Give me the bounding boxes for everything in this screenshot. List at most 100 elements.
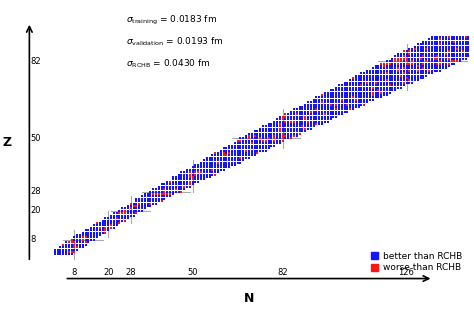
Point (175, 172, 182, 177)
Point (293, 114, 301, 119)
Point (113, 218, 120, 223)
Point (437, 37, 444, 42)
Point (256, 129, 264, 134)
Point (321, 92, 328, 97)
Point (71, 242, 78, 247)
Point (383, 92, 391, 97)
Point (358, 88, 365, 93)
Point (65, 247, 73, 252)
Point (186, 175, 193, 180)
Point (316, 109, 323, 114)
Point (200, 165, 208, 170)
Point (414, 73, 421, 78)
Point (296, 119, 303, 124)
Point (178, 180, 185, 184)
Point (276, 131, 283, 136)
Point (335, 92, 343, 97)
Text: $\sigma_{\rm RCHB}$ = 0.0430 fm: $\sigma_{\rm RCHB}$ = 0.0430 fm (126, 57, 210, 70)
Point (276, 141, 283, 146)
Point (101, 225, 109, 230)
Point (268, 131, 275, 136)
Point (394, 85, 402, 90)
Point (273, 116, 281, 121)
Point (96, 228, 103, 233)
Point (316, 100, 323, 105)
Point (394, 83, 402, 88)
Point (206, 163, 213, 167)
Point (439, 66, 447, 71)
Point (383, 66, 391, 71)
Point (462, 39, 469, 44)
Point (456, 59, 464, 64)
Point (380, 63, 388, 68)
Point (344, 92, 351, 97)
Point (425, 47, 433, 52)
Point (361, 92, 368, 97)
Point (91, 223, 98, 228)
Point (439, 51, 447, 56)
Point (136, 196, 143, 201)
Point (355, 95, 363, 100)
Point (456, 47, 464, 52)
Point (431, 54, 438, 59)
Point (304, 124, 312, 129)
Point (377, 95, 385, 100)
Point (327, 90, 334, 95)
Point (203, 170, 210, 175)
Point (316, 97, 323, 102)
Point (425, 59, 433, 64)
Point (400, 78, 408, 83)
Point (265, 121, 273, 126)
Point (437, 68, 444, 73)
Point (383, 90, 391, 95)
Point (319, 114, 326, 119)
Point (459, 35, 466, 40)
Point (307, 126, 315, 131)
Point (220, 158, 228, 163)
Point (392, 54, 399, 59)
Point (327, 104, 334, 109)
Point (419, 51, 427, 56)
Point (136, 199, 143, 204)
Point (284, 121, 292, 126)
Point (54, 249, 61, 254)
Point (96, 225, 103, 230)
Point (419, 76, 427, 81)
Point (181, 180, 188, 184)
Point (85, 240, 92, 245)
Point (445, 47, 453, 52)
Point (428, 49, 436, 54)
Point (425, 68, 433, 73)
Point (338, 109, 346, 114)
Point (191, 165, 199, 170)
Point (104, 223, 112, 228)
Point (406, 51, 413, 56)
Point (392, 56, 399, 61)
Point (234, 138, 241, 143)
Point (262, 131, 270, 136)
Point (372, 88, 379, 93)
Point (346, 88, 354, 93)
Point (85, 228, 92, 233)
Point (456, 51, 464, 56)
Point (223, 148, 230, 153)
Point (422, 73, 430, 78)
Point (88, 228, 95, 233)
Point (121, 209, 129, 214)
Point (414, 71, 421, 76)
Point (296, 124, 303, 129)
Point (392, 59, 399, 64)
Point (211, 155, 219, 160)
Point (158, 187, 165, 192)
Point (425, 42, 433, 47)
Point (178, 177, 185, 182)
Point (307, 112, 315, 117)
Point (265, 141, 273, 146)
Point (389, 68, 396, 73)
Point (231, 163, 238, 167)
Point (417, 54, 424, 59)
Point (51, 252, 58, 257)
Point (364, 78, 371, 83)
Point (104, 225, 112, 230)
Point (99, 228, 106, 233)
